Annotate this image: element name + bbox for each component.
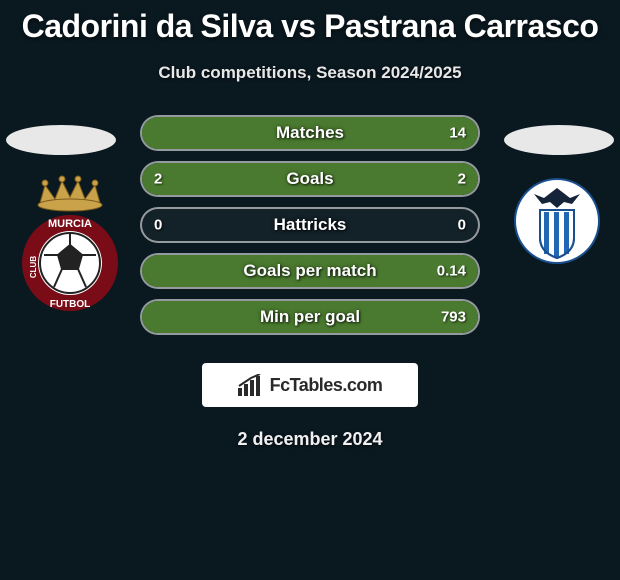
chart-icon: [238, 374, 264, 396]
stats-table: Matches 14 2 Goals 2 0 Hattricks 0 Goals per mat…: [140, 115, 480, 335]
stat-label: Matches: [276, 123, 344, 143]
stat-value-right: 14: [449, 125, 466, 142]
stat-row: Goals per match 0.14: [140, 253, 480, 289]
stat-value-right: 793: [441, 309, 466, 326]
club-crest-left: MURCIA CLUB FUTBOL: [20, 175, 120, 325]
stat-value-right: 0: [458, 217, 466, 234]
stat-label: Min per goal: [260, 307, 360, 327]
subtitle: Club competitions, Season 2024/2025: [0, 63, 620, 83]
crest-left-text-bot: FUTBOL: [50, 299, 91, 310]
stat-fill-right: [310, 163, 478, 195]
page-title: Cadorini da Silva vs Pastrana Carrasco: [0, 0, 620, 45]
stat-label: Goals: [286, 169, 333, 189]
stat-value-left: 2: [154, 171, 162, 188]
stat-row: Matches 14: [140, 115, 480, 151]
stat-row: Min per goal 793: [140, 299, 480, 335]
stat-row: 0 Hattricks 0: [140, 207, 480, 243]
crest-left-text-mid: CLUB: [29, 256, 38, 278]
club-crest-right: [514, 178, 600, 264]
stat-row: 2 Goals 2: [140, 161, 480, 197]
stat-value-right: 2: [458, 171, 466, 188]
player-avatar-left: [6, 125, 116, 155]
stat-label: Hattricks: [274, 215, 347, 235]
crest-left-text-top: MURCIA: [48, 218, 92, 230]
brand-box: FcTables.com: [202, 363, 418, 407]
date-text: 2 december 2024: [0, 429, 620, 450]
player-avatar-right: [504, 125, 614, 155]
stat-value-left: 0: [154, 217, 162, 234]
stat-label: Goals per match: [243, 261, 376, 281]
stat-value-right: 0.14: [437, 263, 466, 280]
brand-text: FcTables.com: [270, 375, 383, 396]
stat-fill-left: [142, 163, 310, 195]
